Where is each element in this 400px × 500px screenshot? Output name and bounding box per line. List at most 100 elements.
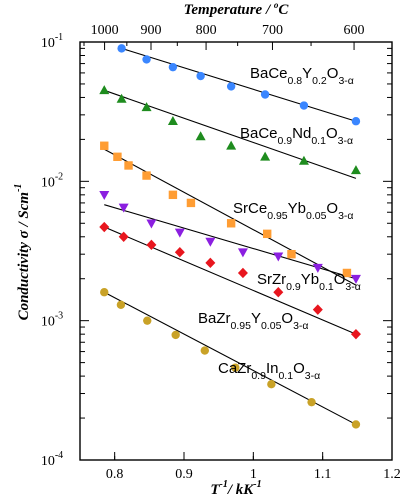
data-point-triangle-up (99, 85, 110, 95)
series-label-text: O (281, 310, 293, 327)
y-tick-exponent: -2 (55, 171, 63, 182)
series-label-text: SrZr (257, 271, 286, 288)
series-label-subscript: 0.8 (288, 75, 303, 87)
top-tick-label: 600 (344, 23, 365, 38)
series-label-subscript: 3-α (305, 370, 320, 382)
data-point-triangle-down (237, 248, 248, 258)
plot-frame (79, 41, 393, 461)
data-point-circle (226, 82, 236, 91)
x-title-superscript: -1 (253, 479, 261, 490)
y-tick-exponent: -3 (55, 311, 63, 322)
x-title-text: / kK (227, 482, 254, 498)
fit-line (104, 204, 357, 280)
plot-frame-layer (79, 41, 393, 461)
data-point-circle (299, 101, 309, 110)
series-label-subscript: 0.1 (278, 370, 293, 382)
data-point-circle (168, 62, 178, 72)
top-tick-label: 700 (262, 23, 283, 38)
y-tick-label: 10-2 (41, 171, 63, 190)
top-axis-title: Temperature / oC (184, 0, 290, 18)
data-point-circle (351, 420, 361, 429)
y-title-text: Conductivity σ / Scm (16, 192, 32, 321)
y-tick-base: 10 (41, 36, 55, 51)
data-point-triangle-up (167, 116, 178, 126)
series-label-text: O (327, 65, 339, 82)
data-point-circle (307, 397, 316, 407)
data-point-square (226, 219, 236, 228)
data-point-triangle-down (312, 263, 323, 273)
series-label-text: Yb (301, 271, 319, 288)
series-label-text: In (266, 360, 279, 377)
series-label-text: Nd (292, 125, 311, 142)
data-point-circle (117, 44, 126, 53)
x-tick-label: 0.9 (175, 467, 193, 482)
series-label-text: CaZr (218, 360, 251, 377)
series-label-text: O (326, 125, 338, 142)
series-label-subscript: 3-α (345, 281, 360, 293)
series-label-subscript: 0.05 (261, 320, 282, 332)
series-label-subscript: 0.9 (286, 281, 301, 293)
x-tick-label: 1.2 (383, 467, 400, 482)
data-point-circle (267, 379, 276, 389)
data-point-square (263, 229, 272, 239)
series-label-subscript: 0.1 (311, 135, 326, 147)
fit-line (121, 47, 357, 122)
series-label-text: SrCe (233, 200, 267, 217)
series-label-subscript: 0.05 (306, 210, 327, 222)
y-title-superscript: -1 (13, 184, 24, 192)
data-point-circle (196, 71, 205, 81)
data-markers-layer (99, 44, 361, 429)
y-tick-base: 10 (41, 175, 55, 190)
data-point-triangle-down (99, 191, 110, 201)
data-point-diamond (118, 231, 129, 242)
data-point-diamond (174, 247, 185, 258)
data-point-triangle-down (146, 219, 157, 229)
data-point-diamond (146, 239, 157, 251)
x-tick-label: 1.1 (314, 467, 332, 482)
series-label-text: O (293, 360, 305, 377)
series-label: BaCe0.8Y0.2O3-α (250, 65, 354, 87)
series-label: SrCe0.95Yb0.05O3-α (233, 200, 354, 222)
y-tick-exponent: -4 (55, 450, 63, 461)
series-label-subscript: 3-α (293, 320, 308, 332)
series-label-text: BaZr (198, 310, 231, 327)
data-point-circle (143, 316, 152, 325)
top-title-text: C (278, 2, 289, 18)
series-label-subscript: 0.95 (267, 210, 288, 222)
series-label-text: BaCe (240, 125, 278, 142)
data-point-diamond (350, 328, 361, 340)
y-tick-base: 10 (41, 315, 55, 330)
x-tick-label: 0.8 (106, 467, 124, 482)
data-point-triangle-up (350, 165, 361, 175)
series-label-subscript: 0.2 (312, 75, 327, 87)
x-tick-label: 1 (250, 467, 257, 482)
series-label-subscript: 3-α (338, 135, 353, 147)
data-point-diamond (273, 287, 284, 298)
data-point-circle (142, 55, 151, 64)
data-point-square (142, 171, 151, 180)
data-point-circle (200, 346, 209, 355)
series-label: SrZr0.9Yb0.1O3-α (257, 271, 361, 293)
y-tick-base: 10 (41, 454, 55, 469)
series-label-text: Y (251, 310, 261, 327)
data-point-diamond (99, 221, 110, 233)
data-point-square (342, 268, 352, 278)
data-point-triangle-down (273, 252, 284, 262)
series-label-subscript: 0.1 (319, 281, 334, 293)
data-point-triangle-up (116, 93, 127, 103)
series-label-subscript: 3-α (338, 210, 353, 222)
data-point-square (168, 190, 178, 200)
data-point-triangle-up (226, 140, 237, 150)
data-point-circle (231, 363, 240, 372)
x-title-superscript: -1 (220, 479, 228, 490)
top-tick-label: 900 (141, 23, 162, 38)
series-label-subscript: 0.9 (251, 370, 266, 382)
top-tick-label: 800 (196, 23, 217, 38)
data-point-diamond (312, 304, 323, 315)
series-label-text: Y (302, 65, 312, 82)
data-point-circle (100, 288, 109, 297)
data-point-triangle-down (118, 203, 129, 213)
y-tick-exponent: -1 (55, 32, 63, 43)
